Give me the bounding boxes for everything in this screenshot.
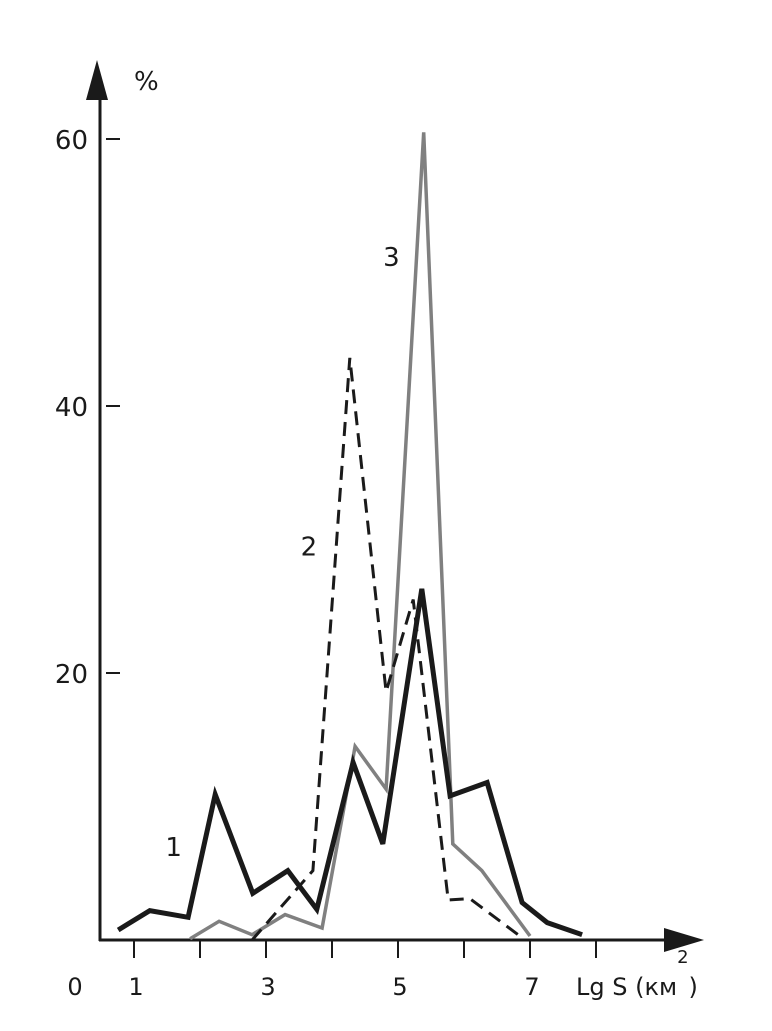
x-tick-label: 3 <box>260 973 275 1001</box>
x-tick-label: 1 <box>128 973 143 1001</box>
series-2-line <box>250 357 519 941</box>
axes <box>86 60 704 952</box>
series-label: 3 <box>383 243 400 273</box>
origin-label: 0 <box>67 973 82 1001</box>
y-tick-label: 20 <box>55 660 88 690</box>
y-axis-label: % <box>134 67 159 97</box>
y-tick-label: 60 <box>55 126 88 156</box>
x-axis-label-superscript: 2 <box>677 947 688 968</box>
x-tick-label: 5 <box>392 973 407 1001</box>
series-label: 1 <box>165 833 182 863</box>
x-axis-label: Lg S (км2) <box>576 947 698 1001</box>
x-axis-label-close: ) <box>689 973 698 1001</box>
x-axis-label-main: Lg S (км <box>576 973 677 1001</box>
x-axis-arrow-icon <box>664 928 704 952</box>
y-tick-label: 40 <box>55 393 88 423</box>
series-3-line <box>189 132 532 941</box>
series-label: 2 <box>301 533 318 563</box>
x-tick-label: 7 <box>524 973 539 1001</box>
series-1-line <box>116 588 583 938</box>
y-axis-arrow-icon <box>86 60 108 100</box>
